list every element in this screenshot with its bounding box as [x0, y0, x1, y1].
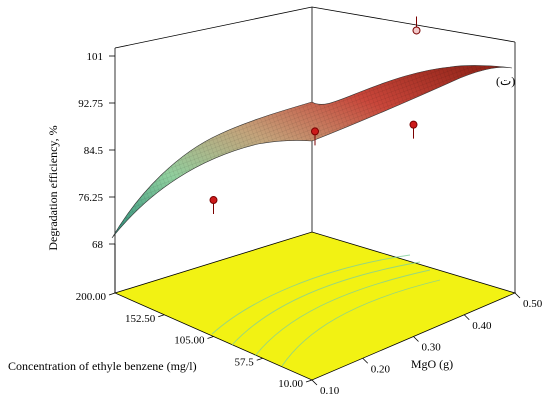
z-tick-label: 76.25	[78, 192, 103, 204]
x-tick-label: 0.10	[320, 385, 340, 395]
x-axis: 0.10 0.20 0.30 0.40 0.50	[311, 292, 542, 395]
z-axis-label: Degradation efficiency, %	[46, 125, 60, 250]
y-tick-mark	[256, 357, 263, 361]
y-tick-mark	[305, 379, 313, 383]
z-tick-label: 84.5	[84, 145, 104, 157]
panel-label: (ت)	[496, 74, 515, 88]
design-point-marker	[311, 127, 319, 136]
z-axis: 68 76.25 84.5 92.75 101	[78, 51, 116, 293]
x-tick-mark	[514, 292, 521, 299]
y-tick-mark	[108, 292, 116, 296]
floor-plane	[113, 231, 517, 381]
x-tick-mark	[463, 314, 470, 321]
frame-top-left	[114, 6, 313, 49]
y-tick-label: 57.5	[235, 356, 255, 368]
y-axis-label: Concentration of ethyle benzene (mg/l)	[8, 359, 197, 373]
surface-mesh	[111, 65, 513, 239]
design-point-marker	[209, 196, 218, 205]
x-tick-label: 0.30	[422, 342, 442, 354]
x-tick-mark	[311, 379, 318, 386]
y-tick-mark	[207, 336, 214, 339]
z-tick-label: 68	[92, 239, 104, 251]
y-tick-label: 152.50	[125, 313, 156, 325]
y-tick-label: 105.00	[174, 335, 205, 347]
x-axis-label: MgO (g)	[411, 357, 453, 371]
design-point-marker	[409, 120, 418, 129]
x-tick-mark	[413, 336, 419, 342]
x-tick-label: 0.50	[523, 298, 542, 310]
y-tick-label: 200.00	[76, 291, 107, 303]
frame-top-right	[311, 6, 516, 43]
y-tick-mark	[158, 314, 165, 318]
response-surface	[111, 65, 513, 239]
x-tick-label: 0.40	[472, 320, 492, 332]
z-tick-label: 101	[87, 51, 104, 63]
y-axis: 10.00 57.5 105.00 152.50 200.00	[76, 291, 313, 390]
y-tick-label: 10.00	[278, 378, 303, 390]
x-tick-mark	[362, 357, 369, 364]
design-points	[209, 16, 421, 215]
design-point-marker	[412, 26, 421, 35]
x-tick-label: 0.20	[371, 363, 391, 375]
z-tick-label: 92.75	[78, 98, 103, 110]
floor-contours	[211, 254, 441, 367]
